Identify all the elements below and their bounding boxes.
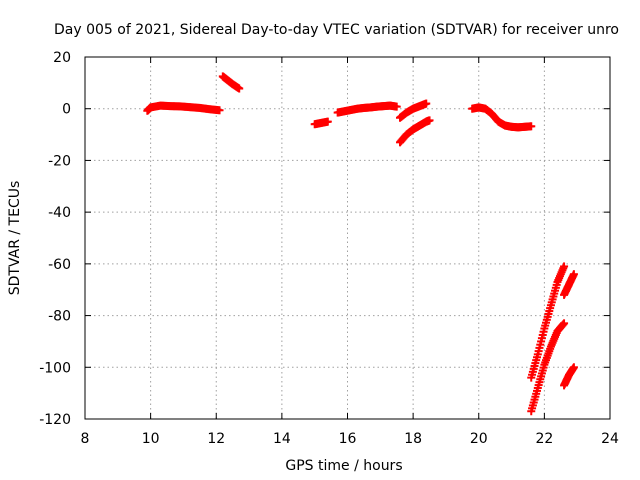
series-arc-11 [560,363,578,390]
data-point [425,116,434,125]
series-arc-9 [527,319,569,416]
series-arc-1 [143,101,224,115]
series-arc-4 [333,101,401,117]
series-arc-6 [396,116,434,147]
y-tick-label: -100 [39,360,71,376]
x-tick-label: 16 [339,431,357,447]
data-point [569,363,578,372]
x-tick-label: 14 [273,431,291,447]
series-arc-5 [396,99,431,122]
series-arc-10 [560,270,578,299]
series-arc-7 [468,103,536,132]
data-point [392,102,401,111]
chart-title: Day 005 of 2021, Sidereal Day-to-day VTE… [54,22,619,38]
y-axis-title: SDTVAR / TECUs [7,181,23,296]
data-point [527,122,536,131]
x-tick-label: 24 [601,431,619,447]
series-arc-3 [310,117,332,129]
y-tick-label: -60 [48,257,71,273]
axis-ticks [84,56,611,420]
data-point [560,262,569,271]
data-point [560,319,569,328]
data-point [569,270,578,279]
y-tick-label: 0 [62,102,71,118]
x-tick-label: 22 [535,431,553,447]
y-tick-label: 20 [53,50,71,66]
x-tick-label: 20 [470,431,488,447]
y-tick-label: -40 [48,205,71,221]
y-tick-labels: -120 -100 -80 -60 -40 -20 0 20 [39,50,71,428]
data-point [235,84,244,93]
series-arc-2 [218,72,244,93]
x-axis-title: GPS time / hours [285,458,402,474]
x-tick-label: 10 [142,431,160,447]
y-tick-label: -120 [39,412,71,428]
y-tick-label: -80 [48,309,71,325]
data-points [143,72,578,416]
series-arc-8 [527,262,569,382]
x-tick-labels: 8 10 12 14 16 18 20 22 24 [81,431,619,447]
data-point [215,106,224,115]
x-tick-label: 12 [207,431,225,447]
data-point [323,117,332,126]
y-tick-label: -20 [48,153,71,169]
x-tick-label: 8 [81,431,90,447]
data-point [422,99,431,108]
x-tick-label: 18 [404,431,422,447]
